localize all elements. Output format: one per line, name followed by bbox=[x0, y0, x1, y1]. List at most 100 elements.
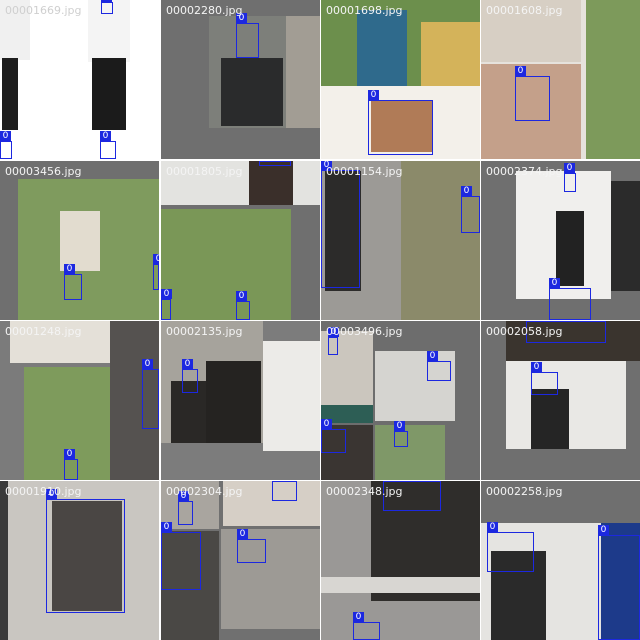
photo-region bbox=[161, 161, 320, 205]
photo-region bbox=[2, 58, 18, 130]
photo-region bbox=[371, 100, 433, 152]
photo-region bbox=[481, 64, 581, 159]
bounding-box: 0 bbox=[142, 359, 159, 429]
mosaic-tile[interactable]: 00002348.jpg 0 0 bbox=[321, 481, 480, 640]
photo-region bbox=[531, 389, 569, 449]
class-label: 0 bbox=[461, 186, 472, 196]
mosaic-tile[interactable]: 00002280.jpg 0 bbox=[161, 0, 320, 159]
mosaic-tile[interactable]: 00001805.jpg 0 0 0 bbox=[161, 161, 320, 320]
filename-label: 00001698.jpg bbox=[326, 4, 403, 17]
mosaic-tile[interactable]: 00001669.jpg 0 0 0 bbox=[0, 0, 159, 159]
mosaic-tile[interactable]: 00003456.jpg 0 0 bbox=[0, 161, 159, 320]
filename-label: 00001154.jpg bbox=[326, 165, 403, 178]
class-label: 0 bbox=[100, 131, 111, 141]
photo-region bbox=[506, 321, 640, 361]
filename-label: 00002258.jpg bbox=[486, 485, 563, 498]
bounding-box: 0 bbox=[236, 13, 259, 58]
class-label: 0 bbox=[564, 163, 575, 173]
photo-region bbox=[223, 481, 320, 526]
mosaic-tile[interactable]: 00002058.jpg 0 0 bbox=[481, 321, 640, 480]
class-label: 0 bbox=[236, 13, 247, 23]
photo-region bbox=[10, 321, 110, 363]
bounding-box: 0 bbox=[328, 327, 339, 355]
class-label: 0 bbox=[487, 522, 498, 532]
photo-region bbox=[110, 321, 159, 480]
mosaic-tile[interactable]: 00002304.jpg 0 0 0 0 bbox=[161, 481, 320, 640]
photo-region bbox=[556, 211, 584, 286]
mosaic-tile[interactable]: 00001910.jpg 0 bbox=[0, 481, 159, 640]
class-label: 0 bbox=[598, 525, 609, 535]
mosaic-tile[interactable]: 00002135.jpg 0 bbox=[161, 321, 320, 480]
bounding-box: 0 bbox=[549, 278, 591, 320]
photo-region bbox=[24, 367, 110, 480]
photo-region bbox=[221, 529, 320, 629]
filename-label: 00001608.jpg bbox=[486, 4, 563, 17]
class-label: 0 bbox=[237, 529, 248, 539]
photo-region bbox=[481, 0, 581, 62]
bounding-box: 0 bbox=[259, 161, 291, 166]
bounding-box: 0 bbox=[394, 421, 408, 447]
class-label: 0 bbox=[0, 131, 11, 141]
filename-label: 00002058.jpg bbox=[486, 325, 563, 338]
filename-label: 00002304.jpg bbox=[166, 485, 243, 498]
bounding-box: 0 bbox=[564, 163, 576, 192]
bounding-box: 0 bbox=[237, 529, 266, 563]
class-label: 0 bbox=[64, 264, 75, 274]
photo-region bbox=[586, 0, 640, 159]
photo-region bbox=[206, 361, 261, 443]
bounding-box: 0 bbox=[321, 419, 346, 453]
bounding-box: 0 bbox=[321, 161, 360, 288]
class-label: 0 bbox=[394, 421, 405, 431]
filename-label: 00001910.jpg bbox=[5, 485, 82, 498]
class-label: 0 bbox=[353, 612, 364, 622]
photo-region bbox=[171, 381, 206, 443]
filename-label: 00003456.jpg bbox=[5, 165, 82, 178]
photo-region bbox=[161, 209, 291, 320]
class-label: 0 bbox=[161, 522, 172, 532]
photo-region bbox=[601, 523, 640, 640]
mosaic-tile[interactable]: 00002374.jpg 0 0 bbox=[481, 161, 640, 320]
bounding-box: 0 bbox=[161, 289, 172, 320]
mosaic-tile[interactable]: 00001698.jpg 0 bbox=[321, 0, 480, 159]
mosaic-tile[interactable]: 00003496.jpg 0 0 0 0 bbox=[321, 321, 480, 480]
mosaic-tile[interactable]: 00002258.jpg 0 0 bbox=[481, 481, 640, 640]
photo-region bbox=[221, 58, 283, 126]
bounding-box: 0 bbox=[161, 522, 201, 590]
bounding-box: 0 bbox=[598, 525, 640, 640]
photo-region bbox=[92, 58, 126, 130]
bounding-box: 0 bbox=[461, 186, 480, 233]
photo-region bbox=[375, 425, 445, 480]
bounding-box: 0 bbox=[383, 481, 441, 511]
bounding-box: 0 bbox=[182, 359, 198, 393]
bounding-box: 0 bbox=[487, 522, 534, 572]
photo-region bbox=[52, 501, 122, 611]
bounding-box: 0 bbox=[64, 264, 82, 300]
photo-region bbox=[249, 161, 293, 205]
bounding-box: 0 bbox=[0, 131, 12, 159]
bounding-box: 0 bbox=[153, 254, 159, 290]
class-label: 0 bbox=[427, 351, 438, 361]
photo-region bbox=[421, 22, 480, 86]
filename-label: 00003496.jpg bbox=[326, 325, 403, 338]
class-label: 0 bbox=[182, 359, 193, 369]
photo-region bbox=[321, 405, 373, 423]
bounding-box: 0 bbox=[427, 351, 451, 381]
class-label: 0 bbox=[153, 254, 159, 264]
bounding-box: 0 bbox=[46, 489, 125, 613]
mosaic-tile[interactable]: 00001608.jpg 0 bbox=[481, 0, 640, 159]
mosaic-tile[interactable]: 00001248.jpg 0 0 bbox=[0, 321, 159, 480]
photo-region bbox=[161, 481, 219, 529]
filename-label: 00002348.jpg bbox=[326, 485, 403, 498]
class-label: 0 bbox=[549, 278, 560, 288]
photo-region bbox=[0, 481, 8, 640]
bounding-box: 0 bbox=[526, 321, 606, 343]
bounding-box: 0 bbox=[100, 131, 116, 159]
photo-region bbox=[325, 171, 361, 291]
filename-label: 00002135.jpg bbox=[166, 325, 243, 338]
photo-region bbox=[375, 351, 455, 421]
mosaic-tile[interactable]: 00001154.jpg 0 0 bbox=[321, 161, 480, 320]
class-label: 0 bbox=[328, 327, 339, 337]
class-label: 0 bbox=[236, 291, 247, 301]
class-label: 0 bbox=[321, 419, 332, 429]
photo-region bbox=[286, 16, 320, 128]
